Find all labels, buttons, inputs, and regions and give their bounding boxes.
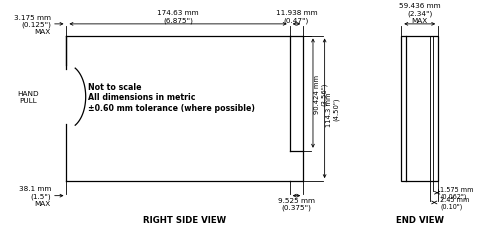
Text: 59.436 mm
(2.34")
MAX: 59.436 mm (2.34") MAX [399, 4, 441, 24]
Text: 174.63 mm
(6.875"): 174.63 mm (6.875") [157, 10, 199, 24]
Text: 1.575 mm
(0.062"): 1.575 mm (0.062") [440, 186, 474, 200]
Text: Not to scale
All dimensions in metric
±0.60 mm tolerance (where possible): Not to scale All dimensions in metric ±0… [88, 82, 255, 112]
Text: HAND
PULL: HAND PULL [17, 91, 39, 104]
Text: 9.525 mm
(0.375"): 9.525 mm (0.375") [278, 197, 315, 210]
Text: 38.1 mm
(1.5")
MAX: 38.1 mm (1.5") MAX [19, 186, 51, 206]
Text: 3.175 mm
(0.125")
MAX: 3.175 mm (0.125") MAX [14, 14, 51, 35]
Text: END VIEW: END VIEW [396, 215, 444, 224]
Text: RIGHT SIDE VIEW: RIGHT SIDE VIEW [144, 215, 226, 224]
Text: 90.424 mm
(3.56"): 90.424 mm (3.56") [314, 74, 328, 113]
Text: 11.938 mm
(0.47"): 11.938 mm (0.47") [276, 10, 317, 24]
Bar [401, 36, 438, 181]
Text: 114.3 mm
(4.50"): 114.3 mm (4.50") [326, 92, 339, 126]
Text: 2.45 mm
(0.10"): 2.45 mm (0.10") [440, 196, 469, 209]
